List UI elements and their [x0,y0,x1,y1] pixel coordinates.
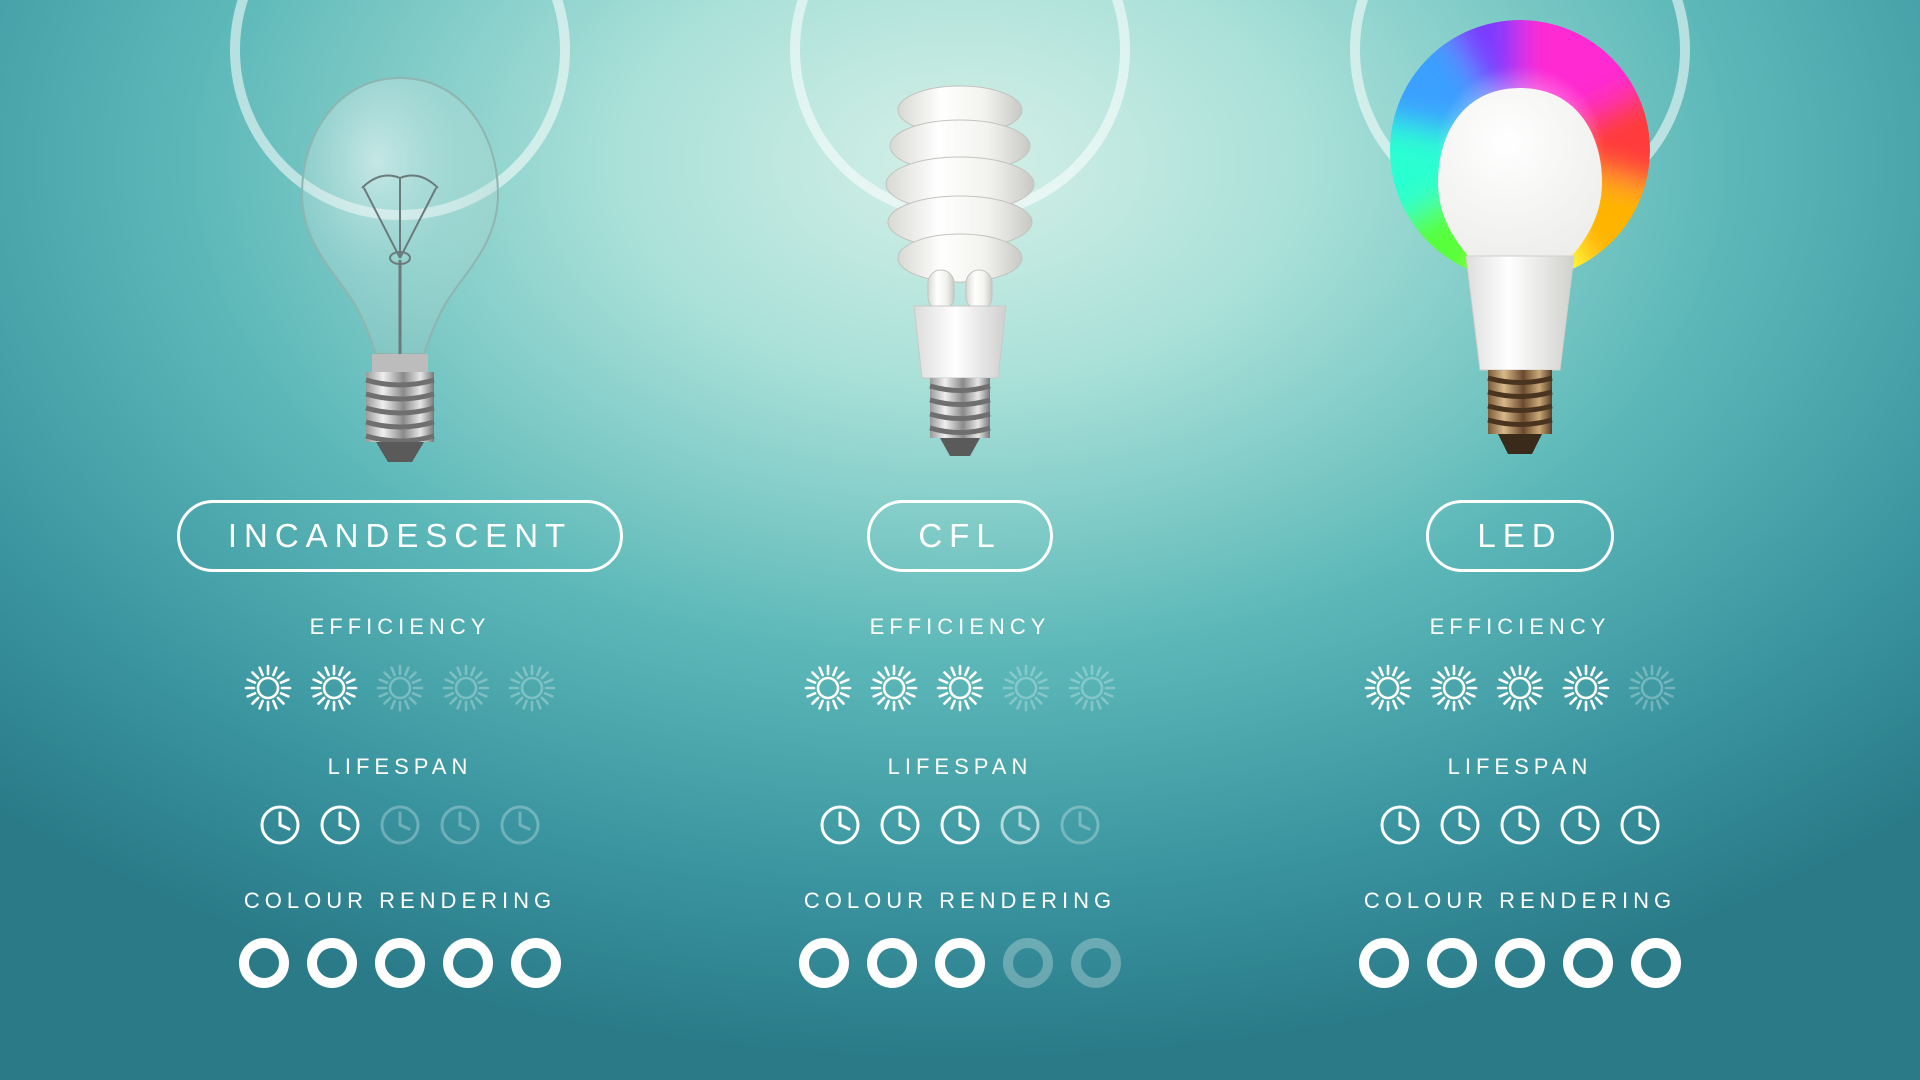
rating-row-colour [799,938,1121,988]
clock-icon [1559,804,1601,846]
ring-icon [307,938,357,988]
ring-icon [239,938,289,988]
clock-icon [1059,804,1101,846]
ring-icon [1495,938,1545,988]
ring-icon [1563,938,1613,988]
metric-lifespan: LIFESPAN [1379,754,1661,846]
rating-row-colour [239,938,561,988]
rating-row-lifespan [259,804,541,846]
metric-label: LIFESPAN [888,754,1033,780]
metric-colour: COLOUR RENDERING [239,888,561,988]
sun-icon [1562,664,1610,712]
sun-icon [1496,664,1544,712]
title-pill-cfl: CFL [867,500,1052,572]
clock-icon [1499,804,1541,846]
metric-efficiency: EFFICIENCY [1364,614,1676,712]
sun-icon [1002,664,1050,712]
metric-label: EFFICIENCY [310,614,491,640]
sun-icon [804,664,852,712]
clock-icon [259,804,301,846]
metric-label: COLOUR RENDERING [1364,888,1676,914]
sun-icon [310,664,358,712]
metric-label: COLOUR RENDERING [244,888,556,914]
sun-icon [1364,664,1412,712]
sun-icon [376,664,424,712]
sun-icon [442,664,490,712]
clock-icon [999,804,1041,846]
ring-icon [935,938,985,988]
ring-icon [443,938,493,988]
metric-efficiency: EFFICIENCY [804,614,1116,712]
metric-lifespan: LIFESPAN [259,754,541,846]
metric-label: COLOUR RENDERING [804,888,1116,914]
metric-label: EFFICIENCY [870,614,1051,640]
incandescent-bulb-icon [280,70,520,470]
led-bulb-icon [1410,70,1630,470]
sun-icon [870,664,918,712]
ring-icon [867,938,917,988]
clock-icon [499,804,541,846]
sun-icon [1430,664,1478,712]
column-cfl: CFL EFFICIENCY LIFESPAN COLOUR RENDERING [750,0,1170,1080]
title-text: CFL [918,517,1001,555]
ring-icon [511,938,561,988]
title-pill-led: LED [1426,500,1613,572]
rating-row-efficiency [804,664,1116,712]
clock-icon [1619,804,1661,846]
metric-colour: COLOUR RENDERING [1359,888,1681,988]
rating-row-colour [1359,938,1681,988]
metric-lifespan: LIFESPAN [819,754,1101,846]
rating-row-efficiency [1364,664,1676,712]
sun-icon [1628,664,1676,712]
infographic-columns: INCANDESCENT EFFICIENCY LIFESPAN COLOUR … [0,0,1920,1080]
rating-row-efficiency [244,664,556,712]
ring-icon [1359,938,1409,988]
clock-icon [939,804,981,846]
title-text: INCANDESCENT [228,517,572,555]
sun-icon [508,664,556,712]
title-pill-incandescent: INCANDESCENT [177,500,623,572]
sun-icon [936,664,984,712]
ring-icon [1427,938,1477,988]
rating-row-lifespan [1379,804,1661,846]
ring-icon [1003,938,1053,988]
ring-icon [1071,938,1121,988]
clock-icon [1439,804,1481,846]
clock-icon [379,804,421,846]
clock-icon [879,804,921,846]
column-incandescent: INCANDESCENT EFFICIENCY LIFESPAN COLOUR … [190,0,610,1080]
metric-colour: COLOUR RENDERING [799,888,1121,988]
metric-label: LIFESPAN [328,754,473,780]
title-text: LED [1477,517,1562,555]
rating-row-lifespan [819,804,1101,846]
sun-icon [1068,664,1116,712]
sun-icon [244,664,292,712]
ring-icon [1631,938,1681,988]
metric-label: EFFICIENCY [1430,614,1611,640]
metric-efficiency: EFFICIENCY [244,614,556,712]
bulb-illustration-cfl [750,0,1170,470]
bulb-illustration-led [1310,0,1730,470]
column-led: LED EFFICIENCY LIFESPAN COLOUR RENDERING [1310,0,1730,1080]
clock-icon [319,804,361,846]
bulb-illustration-incandescent [190,0,610,470]
clock-icon [819,804,861,846]
ring-icon [799,938,849,988]
cfl-bulb-icon [850,70,1070,470]
metric-label: LIFESPAN [1448,754,1593,780]
clock-icon [439,804,481,846]
clock-icon [1379,804,1421,846]
ring-icon [375,938,425,988]
